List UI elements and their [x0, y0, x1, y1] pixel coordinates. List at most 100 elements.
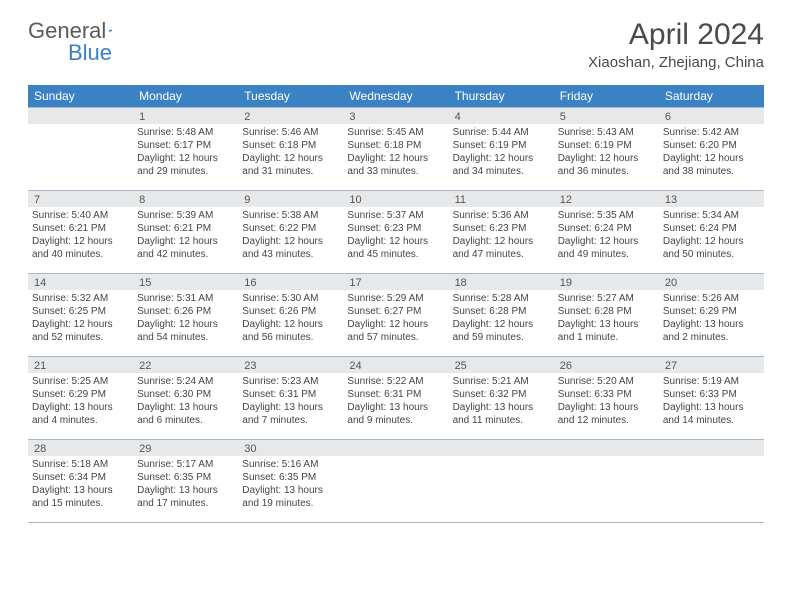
cell-line: Sunrise: 5:38 AM — [242, 209, 339, 222]
cell-line: Daylight: 12 hours — [347, 152, 444, 165]
cell-content: Sunrise: 5:17 AMSunset: 6:35 PMDaylight:… — [133, 458, 238, 514]
cell-line: Sunset: 6:18 PM — [347, 139, 444, 152]
cell-content — [449, 458, 554, 462]
cell-content: Sunrise: 5:34 AMSunset: 6:24 PMDaylight:… — [659, 209, 764, 265]
cell-line: Sunset: 6:23 PM — [453, 222, 550, 235]
cell-line: Sunrise: 5:28 AM — [453, 292, 550, 305]
dayheader: Monday — [133, 85, 238, 107]
calendar-cell: 9Sunrise: 5:38 AMSunset: 6:22 PMDaylight… — [238, 191, 343, 273]
cell-line: Daylight: 12 hours — [453, 235, 550, 248]
cell-content: Sunrise: 5:39 AMSunset: 6:21 PMDaylight:… — [133, 209, 238, 265]
day-number: 10 — [343, 191, 448, 207]
calendar-cell: 7Sunrise: 5:40 AMSunset: 6:21 PMDaylight… — [28, 191, 133, 273]
day-number: 21 — [28, 357, 133, 373]
cell-line: Daylight: 12 hours — [242, 318, 339, 331]
title-block: April 2024 Xiaoshan, Zhejiang, China — [588, 18, 764, 71]
cell-line: Daylight: 12 hours — [137, 235, 234, 248]
day-number — [554, 440, 659, 456]
calendar-cell: 11Sunrise: 5:36 AMSunset: 6:23 PMDayligh… — [449, 191, 554, 273]
day-number: 25 — [449, 357, 554, 373]
weeks-container: 1 Sunrise: 5:48 AMSunset: 6:17 PMDaylight… — [28, 107, 764, 523]
cell-line: Daylight: 12 hours — [347, 235, 444, 248]
cell-line: Daylight: 13 hours — [137, 484, 234, 497]
cell-line: and 34 minutes. — [453, 165, 550, 178]
cell-line: Sunset: 6:24 PM — [558, 222, 655, 235]
cell-line: Sunrise: 5:35 AM — [558, 209, 655, 222]
cell-line: and 17 minutes. — [137, 497, 234, 510]
cell-line: Sunset: 6:21 PM — [32, 222, 129, 235]
day-number: 9 — [238, 191, 343, 207]
month-title: April 2024 — [588, 18, 764, 52]
cell-line: Daylight: 12 hours — [137, 318, 234, 331]
cell-line: Sunset: 6:19 PM — [558, 139, 655, 152]
cell-line: Sunrise: 5:24 AM — [137, 375, 234, 388]
cell-content — [343, 458, 448, 462]
calendar-cell: 30 Sunrise: 5:16 AMSunset: 6:35 PMDayligh… — [238, 440, 343, 522]
cell-line: and 57 minutes. — [347, 331, 444, 344]
cell-line: Daylight: 13 hours — [242, 484, 339, 497]
day-number: 13 — [659, 191, 764, 207]
cell-content — [554, 458, 659, 462]
cell-line: and 29 minutes. — [137, 165, 234, 178]
cell-line: and 54 minutes. — [137, 331, 234, 344]
cell-line: Sunset: 6:26 PM — [242, 305, 339, 318]
cell-line: Sunrise: 5:30 AM — [242, 292, 339, 305]
cell-line: Daylight: 13 hours — [663, 401, 760, 414]
day-number: 20 — [659, 274, 764, 290]
cell-line: Daylight: 12 hours — [558, 152, 655, 165]
calendar-cell: 26Sunrise: 5:20 AMSunset: 6:33 PMDayligh… — [554, 357, 659, 439]
cell-line: and 4 minutes. — [32, 414, 129, 427]
calendar-cell: 8Sunrise: 5:39 AMSunset: 6:21 PMDaylight… — [133, 191, 238, 273]
header: General Blue April 2024 Xiaoshan, Zhejia… — [0, 0, 792, 77]
dayheader: Friday — [554, 85, 659, 107]
cell-line: and 1 minute. — [558, 331, 655, 344]
cell-line: Sunset: 6:34 PM — [32, 471, 129, 484]
cell-line: Daylight: 13 hours — [347, 401, 444, 414]
day-number: 18 — [449, 274, 554, 290]
calendar-cell: 21Sunrise: 5:25 AMSunset: 6:29 PMDayligh… — [28, 357, 133, 439]
cell-line: and 45 minutes. — [347, 248, 444, 261]
cell-line: Daylight: 12 hours — [558, 235, 655, 248]
cell-line: and 9 minutes. — [347, 414, 444, 427]
cell-line: Daylight: 12 hours — [242, 235, 339, 248]
day-number: 22 — [133, 357, 238, 373]
day-number: 7 — [28, 191, 133, 207]
cell-line: Sunrise: 5:31 AM — [137, 292, 234, 305]
cell-line: Daylight: 12 hours — [242, 152, 339, 165]
cell-line: Daylight: 12 hours — [32, 235, 129, 248]
cell-line: Sunrise: 5:43 AM — [558, 126, 655, 139]
calendar-cell: 1 Sunrise: 5:48 AMSunset: 6:17 PMDaylight… — [133, 108, 238, 190]
cell-content: Sunrise: 5:48 AMSunset: 6:17 PMDaylight:… — [133, 126, 238, 182]
cell-content: Sunrise: 5:26 AMSunset: 6:29 PMDaylight:… — [659, 292, 764, 348]
cell-line: Daylight: 12 hours — [663, 152, 760, 165]
cell-line: Sunrise: 5:21 AM — [453, 375, 550, 388]
cell-line: and 12 minutes. — [558, 414, 655, 427]
cell-line: and 38 minutes. — [663, 165, 760, 178]
calendar-cell: 27Sunrise: 5:19 AMSunset: 6:33 PMDayligh… — [659, 357, 764, 439]
calendar-cell: 15Sunrise: 5:31 AMSunset: 6:26 PMDayligh… — [133, 274, 238, 356]
cell-line: Sunset: 6:27 PM — [347, 305, 444, 318]
calendar-cell: 23Sunrise: 5:23 AMSunset: 6:31 PMDayligh… — [238, 357, 343, 439]
cell-line: Sunrise: 5:44 AM — [453, 126, 550, 139]
calendar-cell: 5Sunrise: 5:43 AMSunset: 6:19 PMDaylight… — [554, 108, 659, 190]
cell-line: Sunrise: 5:23 AM — [242, 375, 339, 388]
cell-line: Sunset: 6:31 PM — [347, 388, 444, 401]
calendar: SundayMondayTuesdayWednesdayThursdayFrid… — [28, 85, 764, 523]
calendar-cell: 29 Sunrise: 5:17 AMSunset: 6:35 PMDayligh… — [133, 440, 238, 522]
cell-line: Sunset: 6:21 PM — [137, 222, 234, 235]
cell-content: Sunrise: 5:44 AMSunset: 6:19 PMDaylight:… — [449, 126, 554, 182]
calendar-cell: 18Sunrise: 5:28 AMSunset: 6:28 PMDayligh… — [449, 274, 554, 356]
cell-line: Daylight: 13 hours — [32, 401, 129, 414]
day-number: 23 — [238, 357, 343, 373]
day-number: 29 — [133, 440, 238, 456]
cell-line: Sunset: 6:35 PM — [137, 471, 234, 484]
cell-content — [28, 126, 133, 130]
cell-content: Sunrise: 5:16 AMSunset: 6:35 PMDaylight:… — [238, 458, 343, 514]
cell-line: Sunset: 6:28 PM — [558, 305, 655, 318]
cell-line: and 6 minutes. — [137, 414, 234, 427]
cell-line: and 11 minutes. — [453, 414, 550, 427]
day-number: 30 — [238, 440, 343, 456]
day-number: 1 — [133, 108, 238, 124]
cell-line: Sunrise: 5:36 AM — [453, 209, 550, 222]
cell-line: and 19 minutes. — [242, 497, 339, 510]
